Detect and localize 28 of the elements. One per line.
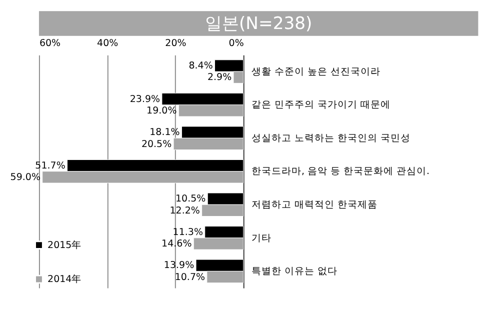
data-label: 18.1% xyxy=(150,127,180,138)
y-tick-label: 생활 수준이 높은 선진국이라 xyxy=(251,66,381,78)
y-tick-label: 특별한 이유는 없다 xyxy=(251,266,338,278)
y-tick-label: 같은 민주주의 국가이기 때문에 xyxy=(251,100,391,111)
y-tick-label: 한국드라마, 음악 등 한국문화에 관심이. xyxy=(251,166,430,178)
y-tick-label: 성실하고 노력하는 한국인의 국민성 xyxy=(251,132,411,144)
data-label: 2.9% xyxy=(207,72,232,84)
data-label: 8.4% xyxy=(188,60,213,72)
x-tick-label: 40% xyxy=(97,38,118,49)
data-label: 23.9% xyxy=(130,94,160,105)
x-tick-label: 0% xyxy=(228,38,244,49)
x-tick-label: 20% xyxy=(165,38,186,49)
data-label: 11.3% xyxy=(172,226,203,238)
data-label: 14.6% xyxy=(162,238,192,250)
data-label: 20.5% xyxy=(141,138,172,150)
data-label: 10.5% xyxy=(176,194,206,205)
legend-label: 2015年 xyxy=(48,238,82,251)
y-tick-label: 기타 xyxy=(251,232,272,244)
chart-title: 일본(N=238) xyxy=(205,14,312,34)
data-label: 13.9% xyxy=(164,260,194,272)
x-tick-label: 60% xyxy=(39,38,61,49)
data-label: 12.2% xyxy=(170,205,200,216)
data-label: 59.0% xyxy=(10,172,40,184)
data-label: 51.7% xyxy=(35,160,66,172)
y-tick-label: 저렴하고 매력적인 한국제품 xyxy=(251,199,378,210)
legend-label: 2014年 xyxy=(48,273,82,286)
data-label: 10.7% xyxy=(174,272,206,283)
data-label: 19.0% xyxy=(146,105,177,116)
